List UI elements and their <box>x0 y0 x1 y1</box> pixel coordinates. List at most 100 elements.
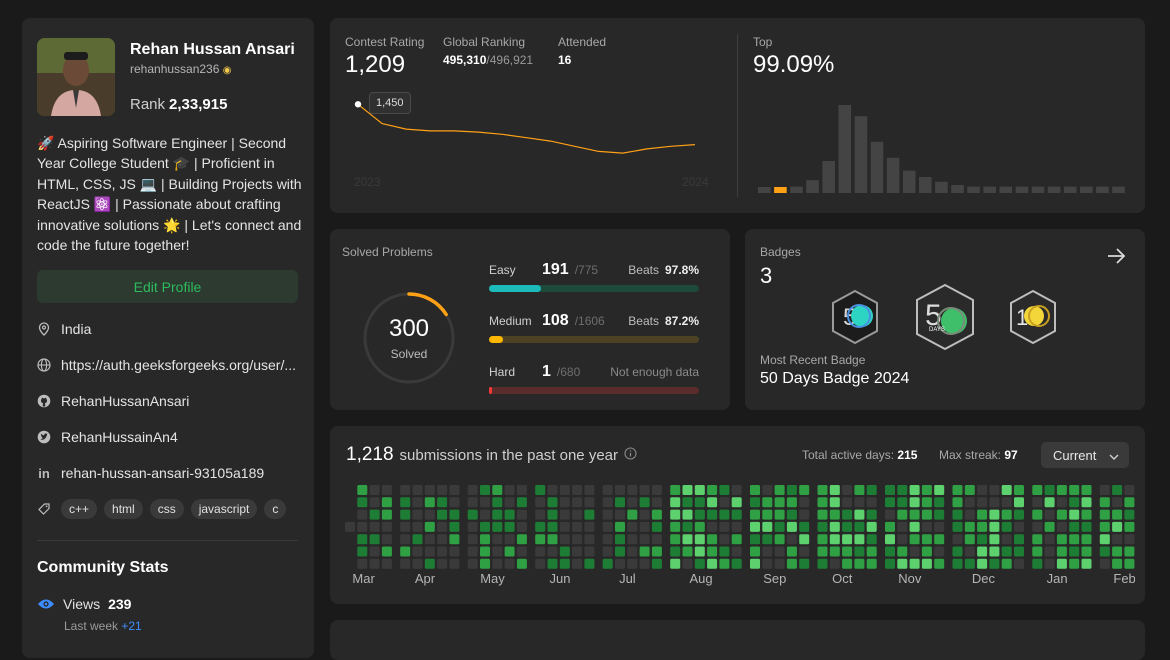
heatmap-cell[interactable] <box>786 497 797 508</box>
heatmap-cell[interactable] <box>866 534 877 545</box>
heatmap-cell[interactable] <box>424 546 435 557</box>
heatmap-cell[interactable] <box>1014 534 1024 545</box>
hard-row[interactable]: Hard 1/680 Not enough data <box>489 363 699 394</box>
heatmap-cell[interactable] <box>731 485 742 495</box>
heatmap-cell[interactable] <box>535 546 546 557</box>
heatmap-cell[interactable] <box>799 534 810 545</box>
heatmap-cell[interactable] <box>952 485 963 495</box>
heatmap-cell[interactable] <box>1001 546 1012 557</box>
heatmap-cell[interactable] <box>989 546 1000 557</box>
heatmap-cell[interactable] <box>547 497 558 508</box>
heatmap-cell[interactable] <box>909 497 920 508</box>
heatmap-cell[interactable] <box>651 534 662 545</box>
skill-tag[interactable]: c++ <box>61 499 98 519</box>
badge-50-days-2024[interactable]: 5 DAYS <box>913 283 977 356</box>
heatmap-cell[interactable] <box>627 534 638 545</box>
heatmap-cell[interactable] <box>1014 521 1024 532</box>
heatmap-cell[interactable] <box>492 546 503 557</box>
heatmap-cell[interactable] <box>799 485 810 495</box>
heatmap-cell[interactable] <box>1032 509 1043 520</box>
heatmap-cell[interactable] <box>952 521 963 532</box>
heatmap-cell[interactable] <box>719 546 730 557</box>
heatmap-cell[interactable] <box>842 497 853 508</box>
heatmap-cell[interactable] <box>682 534 693 545</box>
heatmap-cell[interactable] <box>504 485 515 495</box>
heatmap-cell[interactable] <box>909 534 920 545</box>
heatmap-cell[interactable] <box>885 509 895 520</box>
heatmap-cell[interactable] <box>762 485 773 495</box>
heatmap-cell[interactable] <box>750 534 760 545</box>
heatmap-cell[interactable] <box>989 497 1000 508</box>
heatmap-cell[interactable] <box>817 558 828 569</box>
heatmap-cell[interactable] <box>774 546 785 557</box>
heatmap-cell[interactable] <box>381 521 392 532</box>
heatmap-cell[interactable] <box>357 497 368 508</box>
heatmap-cell[interactable] <box>424 497 435 508</box>
heatmap-cell[interactable] <box>615 534 625 545</box>
heatmap-cell[interactable] <box>437 546 448 557</box>
heatmap-cell[interactable] <box>731 509 742 520</box>
skill-tag[interactable]: c <box>264 499 287 519</box>
heatmap-cell[interactable] <box>774 534 785 545</box>
heatmap-cell[interactable] <box>682 497 693 508</box>
heatmap-cell[interactable] <box>670 497 681 508</box>
heatmap-cell[interactable] <box>1112 534 1123 545</box>
heatmap-cell[interactable] <box>1044 497 1055 508</box>
heatmap-cell[interactable] <box>964 509 975 520</box>
heatmap-cell[interactable] <box>639 485 650 495</box>
heatmap-cell[interactable] <box>762 534 773 545</box>
heatmap-cell[interactable] <box>1001 497 1012 508</box>
heatmap-cell[interactable] <box>1112 521 1123 532</box>
heatmap-cell[interactable] <box>799 521 810 532</box>
heatmap-cell[interactable] <box>572 509 583 520</box>
heatmap-cell[interactable] <box>719 509 730 520</box>
heatmap-cell[interactable] <box>1056 485 1067 495</box>
heatmap-cell[interactable] <box>492 497 503 508</box>
heatmap-cell[interactable] <box>786 521 797 532</box>
heatmap-cell[interactable] <box>535 485 546 495</box>
heatmap-cell[interactable] <box>584 521 595 532</box>
github-link[interactable]: RehanHussanAnsari <box>61 393 190 409</box>
heatmap-cell[interactable] <box>467 534 478 545</box>
heatmap-cell[interactable] <box>694 546 705 557</box>
heatmap-cell[interactable] <box>682 558 693 569</box>
heatmap-cell[interactable] <box>381 534 392 545</box>
heatmap-cell[interactable] <box>381 558 392 569</box>
heatmap-cell[interactable] <box>584 546 595 557</box>
heatmap-cell[interactable] <box>559 509 570 520</box>
easy-row[interactable]: Easy 191/775 Beats 97.8% <box>489 261 699 292</box>
rating-point[interactable] <box>354 101 362 108</box>
heatmap-cell[interactable] <box>639 509 650 520</box>
heatmap-cell[interactable] <box>1014 546 1024 557</box>
heatmap-cell[interactable] <box>817 534 828 545</box>
heatmap-cell[interactable] <box>547 485 558 495</box>
heatmap-cell[interactable] <box>707 558 718 569</box>
heatmap-cell[interactable] <box>424 521 435 532</box>
heatmap-cell[interactable] <box>480 509 490 520</box>
heatmap-cell[interactable] <box>866 521 877 532</box>
heatmap-cell[interactable] <box>381 546 392 557</box>
heatmap-cell[interactable] <box>1124 546 1135 557</box>
heatmap-cell[interactable] <box>934 509 945 520</box>
heatmap-cell[interactable] <box>449 546 460 557</box>
heatmap-cell[interactable] <box>952 558 963 569</box>
heatmap-cell[interactable] <box>952 546 963 557</box>
heatmap-cell[interactable] <box>694 521 705 532</box>
heatmap-cell[interactable] <box>639 558 650 569</box>
heatmap-cell[interactable] <box>750 546 760 557</box>
heatmap-cell[interactable] <box>492 485 503 495</box>
heatmap-cell[interactable] <box>829 558 840 569</box>
heatmap-cell[interactable] <box>670 534 681 545</box>
heatmap-cell[interactable] <box>1014 485 1024 495</box>
heatmap-cell[interactable] <box>885 497 895 508</box>
heatmap-cell[interactable] <box>381 497 392 508</box>
heatmap-cell[interactable] <box>1001 509 1012 520</box>
heatmap-cell[interactable] <box>357 546 368 557</box>
heatmap-cell[interactable] <box>719 521 730 532</box>
heatmap-cell[interactable] <box>602 534 613 545</box>
heatmap-cell[interactable] <box>897 534 908 545</box>
heatmap-cell[interactable] <box>670 521 681 532</box>
heatmap-cell[interactable] <box>694 509 705 520</box>
heatmap-cell[interactable] <box>921 546 932 557</box>
heatmap-cell[interactable] <box>731 534 742 545</box>
